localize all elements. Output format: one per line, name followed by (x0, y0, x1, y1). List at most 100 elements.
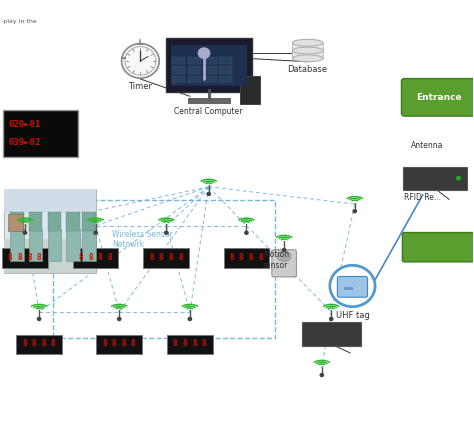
Bar (292, 50, 323, 58)
FancyBboxPatch shape (96, 335, 142, 354)
Text: 8: 8 (18, 253, 22, 262)
FancyBboxPatch shape (16, 335, 62, 354)
Circle shape (125, 47, 156, 75)
Text: 020►01: 020►01 (9, 119, 41, 128)
Text: 8: 8 (79, 253, 83, 262)
Ellipse shape (292, 55, 323, 62)
Bar (188, 66, 201, 74)
Text: 8: 8 (182, 339, 187, 348)
FancyBboxPatch shape (337, 276, 367, 297)
Bar (219, 76, 232, 83)
Circle shape (283, 249, 286, 252)
FancyBboxPatch shape (73, 248, 118, 268)
Text: 8: 8 (51, 339, 55, 348)
Text: 039►02: 039►02 (9, 138, 41, 147)
FancyBboxPatch shape (301, 322, 361, 345)
FancyBboxPatch shape (66, 229, 80, 261)
Bar (219, 56, 232, 64)
Text: 8: 8 (131, 339, 136, 348)
Text: 8: 8 (258, 253, 263, 262)
Circle shape (23, 231, 27, 234)
FancyBboxPatch shape (167, 335, 213, 354)
Bar (188, 56, 201, 64)
Text: 8: 8 (108, 253, 112, 262)
Text: 8: 8 (98, 253, 102, 262)
Text: 8: 8 (22, 339, 27, 348)
Text: UHF tag: UHF tag (336, 311, 369, 320)
Bar (203, 56, 217, 64)
FancyBboxPatch shape (2, 248, 48, 268)
Circle shape (330, 265, 375, 307)
Text: 8: 8 (112, 339, 116, 348)
FancyBboxPatch shape (47, 212, 61, 231)
Text: 8: 8 (192, 339, 197, 348)
Bar (172, 56, 185, 64)
Circle shape (118, 317, 121, 320)
Text: 8: 8 (41, 339, 46, 348)
Circle shape (329, 317, 333, 320)
Circle shape (207, 192, 210, 195)
Text: -play in the: -play in the (1, 19, 37, 23)
FancyBboxPatch shape (29, 212, 42, 231)
Text: Wireless Sensor
Netowrk: Wireless Sensor Netowrk (112, 230, 173, 250)
FancyBboxPatch shape (402, 233, 474, 262)
Circle shape (456, 177, 460, 180)
Text: 8: 8 (248, 253, 253, 262)
Bar (188, 76, 201, 83)
FancyBboxPatch shape (82, 212, 96, 231)
FancyBboxPatch shape (224, 248, 269, 268)
FancyBboxPatch shape (165, 39, 252, 92)
Circle shape (37, 317, 41, 320)
FancyBboxPatch shape (10, 212, 24, 231)
Ellipse shape (292, 47, 323, 54)
FancyBboxPatch shape (239, 76, 260, 104)
Bar (188, 99, 230, 103)
Text: 8: 8 (229, 253, 234, 262)
Circle shape (188, 317, 191, 320)
Circle shape (198, 48, 210, 58)
Circle shape (320, 374, 323, 377)
Text: Timer: Timer (128, 82, 153, 92)
Text: 8: 8 (121, 339, 126, 348)
FancyBboxPatch shape (3, 111, 78, 158)
Text: 8: 8 (178, 253, 183, 262)
FancyBboxPatch shape (29, 229, 42, 261)
Text: 8: 8 (173, 339, 177, 348)
Bar (344, 287, 354, 290)
FancyBboxPatch shape (10, 229, 24, 261)
Bar (171, 45, 246, 86)
Circle shape (164, 231, 168, 234)
Text: 8: 8 (32, 339, 36, 348)
Circle shape (121, 44, 159, 78)
FancyBboxPatch shape (66, 212, 80, 231)
Circle shape (245, 231, 248, 234)
Text: 8: 8 (149, 253, 154, 262)
Text: 8: 8 (88, 253, 93, 262)
Text: 8: 8 (239, 253, 244, 262)
Text: 8: 8 (201, 339, 206, 348)
Bar (219, 66, 232, 74)
Bar (172, 76, 185, 83)
Text: Database: Database (288, 65, 328, 74)
Text: 8: 8 (27, 253, 32, 262)
Bar (4, 189, 96, 213)
Ellipse shape (277, 251, 291, 262)
Text: 8: 8 (8, 253, 12, 262)
Ellipse shape (292, 39, 323, 46)
Bar (292, 43, 323, 50)
Bar (203, 66, 217, 74)
FancyBboxPatch shape (272, 250, 296, 277)
Text: Antenna: Antenna (411, 141, 444, 150)
FancyBboxPatch shape (144, 248, 189, 268)
FancyBboxPatch shape (47, 229, 61, 261)
Text: RFID Re...: RFID Re... (404, 193, 441, 202)
Bar (203, 76, 217, 83)
Text: Central Computer: Central Computer (174, 107, 243, 116)
Bar (9, 214, 23, 231)
Text: 8: 8 (168, 253, 173, 262)
Text: Entrance: Entrance (416, 93, 461, 102)
FancyBboxPatch shape (403, 167, 467, 190)
Circle shape (94, 231, 97, 234)
Bar (4, 240, 96, 273)
Text: 8: 8 (37, 253, 41, 262)
